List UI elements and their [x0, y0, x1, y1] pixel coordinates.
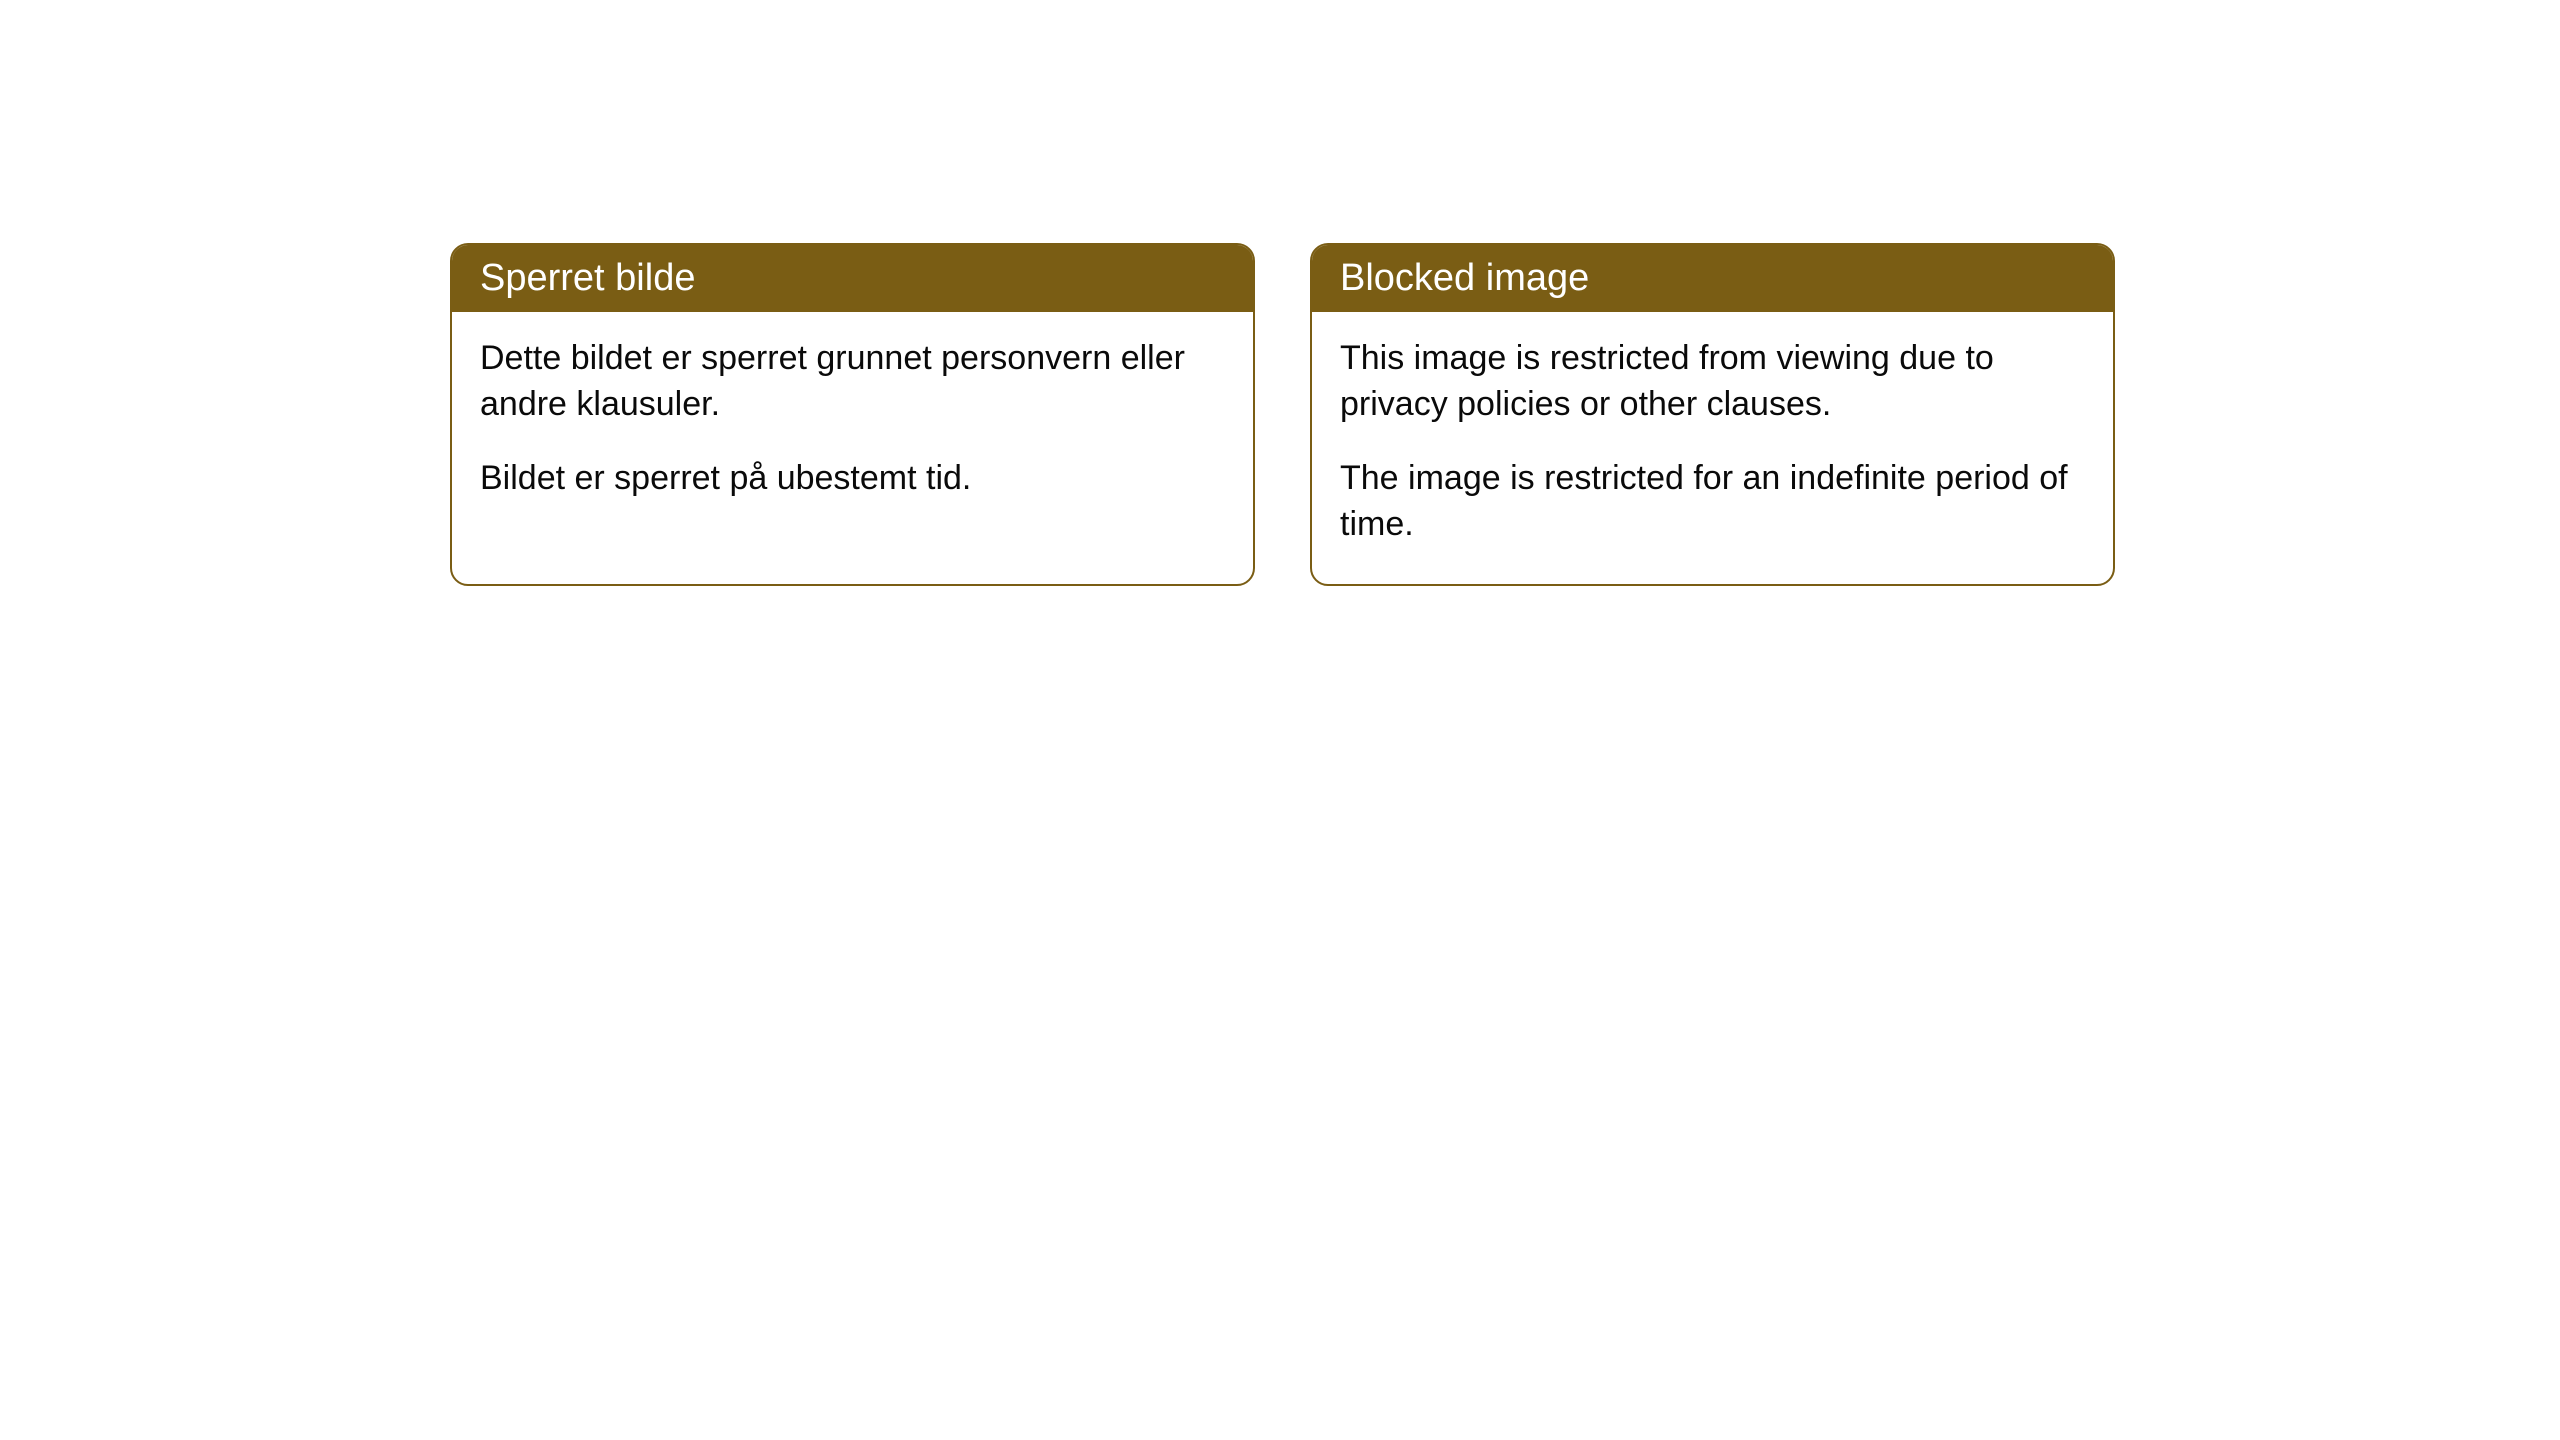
card-header: Sperret bilde: [452, 245, 1253, 312]
card-header: Blocked image: [1312, 245, 2113, 312]
card-body: Dette bildet er sperret grunnet personve…: [452, 312, 1253, 538]
card-paragraph-1: Dette bildet er sperret grunnet personve…: [480, 336, 1225, 428]
card-title: Sperret bilde: [480, 257, 695, 299]
card-paragraph-1: This image is restricted from viewing du…: [1340, 336, 2085, 428]
card-norwegian: Sperret bilde Dette bildet er sperret gr…: [450, 243, 1255, 586]
card-paragraph-2: The image is restricted for an indefinit…: [1340, 456, 2085, 548]
card-body: This image is restricted from viewing du…: [1312, 312, 2113, 584]
cards-container: Sperret bilde Dette bildet er sperret gr…: [450, 243, 2115, 586]
card-paragraph-2: Bildet er sperret på ubestemt tid.: [480, 456, 1225, 502]
card-english: Blocked image This image is restricted f…: [1310, 243, 2115, 586]
card-title: Blocked image: [1340, 257, 1589, 299]
